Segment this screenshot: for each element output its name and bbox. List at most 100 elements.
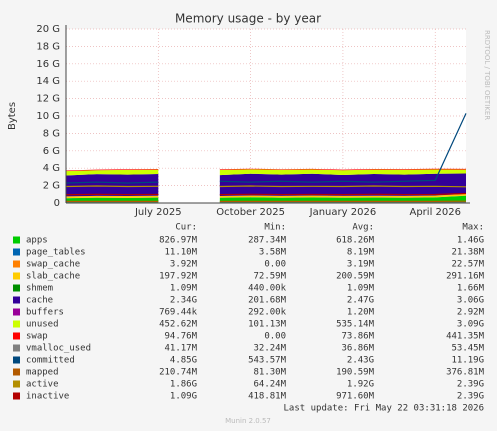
- legend-swatch: [13, 248, 20, 256]
- legend-swatch: [13, 308, 20, 316]
- column-header: Cur:: [175, 223, 197, 233]
- y-tick-label: 6 G: [43, 146, 60, 157]
- legend-name: vmalloc_used: [26, 344, 91, 354]
- legend-cur: 3.92M: [170, 260, 198, 270]
- legend-cur: 197.92M: [159, 272, 198, 282]
- legend-max: 376.81M: [446, 368, 485, 378]
- legend-name: inactive: [26, 392, 69, 402]
- area-swap: [66, 169, 159, 172]
- legend-avg: 8.19M: [347, 248, 375, 258]
- x-tick-label: October 2025: [216, 207, 285, 218]
- column-header: Min:: [264, 223, 286, 233]
- legend-avg: 190.59M: [336, 368, 375, 378]
- y-tick-label: 20 G: [36, 24, 60, 35]
- legend-min: 81.30M: [253, 368, 286, 378]
- legend-avg: 535.14M: [336, 320, 375, 330]
- line-active: [219, 185, 467, 188]
- legend-avg: 3.19M: [347, 260, 375, 270]
- legend-min: 3.58M: [259, 248, 287, 258]
- y-tick-label: 8 G: [43, 128, 60, 139]
- area-unused: [66, 169, 159, 176]
- legend-max: 21.38M: [451, 248, 484, 258]
- legend-min: 418.81M: [248, 392, 287, 402]
- line-committed: [65, 181, 159, 184]
- legend-name: swap: [26, 332, 48, 342]
- legend-max: 3.06G: [457, 296, 484, 306]
- line-inactive: [219, 192, 467, 196]
- legend-min: 201.68M: [248, 296, 287, 306]
- legend-avg: 200.59M: [336, 272, 375, 282]
- legend-swatch: [13, 320, 20, 328]
- legend-swatch: [13, 272, 20, 280]
- column-header: Avg:: [352, 223, 374, 233]
- legend-name: shmem: [26, 284, 53, 294]
- legend-avg: 1.09M: [347, 284, 375, 294]
- y-tick-label: 18 G: [36, 41, 60, 52]
- legend-name: page_tables: [26, 248, 86, 258]
- area-swap: [219, 168, 466, 171]
- legend-name: apps: [26, 236, 48, 246]
- legend-name: committed: [26, 356, 75, 366]
- legend-swatch: [13, 380, 20, 388]
- area-slab_cache: [219, 193, 466, 198]
- legend-cur: 1.86G: [170, 380, 197, 390]
- legend-avg: 36.86M: [341, 344, 374, 354]
- legend-min: 287.34M: [248, 236, 287, 246]
- y-tick-label: 14 G: [36, 76, 60, 87]
- legend-min: 0.00: [264, 260, 286, 270]
- legend-name: cache: [26, 296, 53, 306]
- legend-min: 0.00: [264, 332, 286, 342]
- y-axis-label: Bytes: [7, 102, 18, 130]
- legend-swatch: [13, 344, 20, 352]
- legend-min: 101.13M: [248, 320, 287, 330]
- area-cache: [219, 173, 466, 196]
- y-tick-label: 0: [54, 198, 60, 209]
- column-header: Max:: [462, 223, 484, 233]
- legend-name: mapped: [26, 368, 59, 378]
- legend-name: buffers: [26, 308, 64, 318]
- legend-avg: 1.20M: [347, 308, 375, 318]
- legend-cur: 1.09G: [170, 392, 197, 402]
- legend-cur: 452.62M: [159, 320, 198, 330]
- legend-swatch: [13, 236, 20, 244]
- line-committed: [219, 113, 467, 183]
- legend-cur: 94.76M: [164, 332, 197, 342]
- legend-min: 64.24M: [253, 380, 286, 390]
- legend-cur: 1.09M: [170, 284, 198, 294]
- legend-max: 441.35M: [446, 332, 485, 342]
- legend-cur: 2.34G: [170, 296, 197, 306]
- legend-min: 440.00k: [248, 284, 287, 294]
- legend-swatch: [13, 296, 20, 304]
- y-tick-label: 2 G: [43, 181, 60, 192]
- legend-max: 3.09G: [457, 320, 484, 330]
- legend-avg: 971.60M: [336, 392, 375, 402]
- legend-avg: 73.86M: [341, 332, 374, 342]
- footer: Munin 2.0.57: [225, 417, 271, 425]
- legend-max: 11.19G: [451, 356, 484, 366]
- legend-swatch: [13, 368, 20, 376]
- legend-min: 72.59M: [253, 272, 286, 282]
- legend-name: slab_cache: [26, 272, 80, 282]
- legend-max: 2.92M: [457, 308, 485, 318]
- legend-name: swap_cache: [26, 260, 80, 270]
- legend-avg: 618.26M: [336, 236, 375, 246]
- legend-name: unused: [26, 320, 59, 330]
- side-text: RRDTOOL / TOBI OETIKER: [483, 30, 491, 120]
- legend-min: 32.24M: [253, 344, 286, 354]
- legend-name: active: [26, 380, 59, 390]
- area-unused: [219, 169, 466, 176]
- legend-cur: 4.85G: [170, 356, 197, 366]
- y-tick-label: 16 G: [36, 59, 60, 70]
- y-tick-label: 12 G: [36, 94, 60, 105]
- chart-title: Memory usage - by year: [175, 12, 321, 26]
- legend-max: 22.57M: [451, 260, 484, 270]
- legend-swatch: [13, 260, 20, 268]
- legend-min: 543.57M: [248, 356, 287, 366]
- legend-max: 1.66M: [457, 284, 485, 294]
- legend-max: 1.46G: [457, 236, 484, 246]
- legend-cur: 11.10M: [164, 248, 197, 258]
- legend-avg: 1.92G: [347, 380, 374, 390]
- legend-swatch: [13, 392, 20, 400]
